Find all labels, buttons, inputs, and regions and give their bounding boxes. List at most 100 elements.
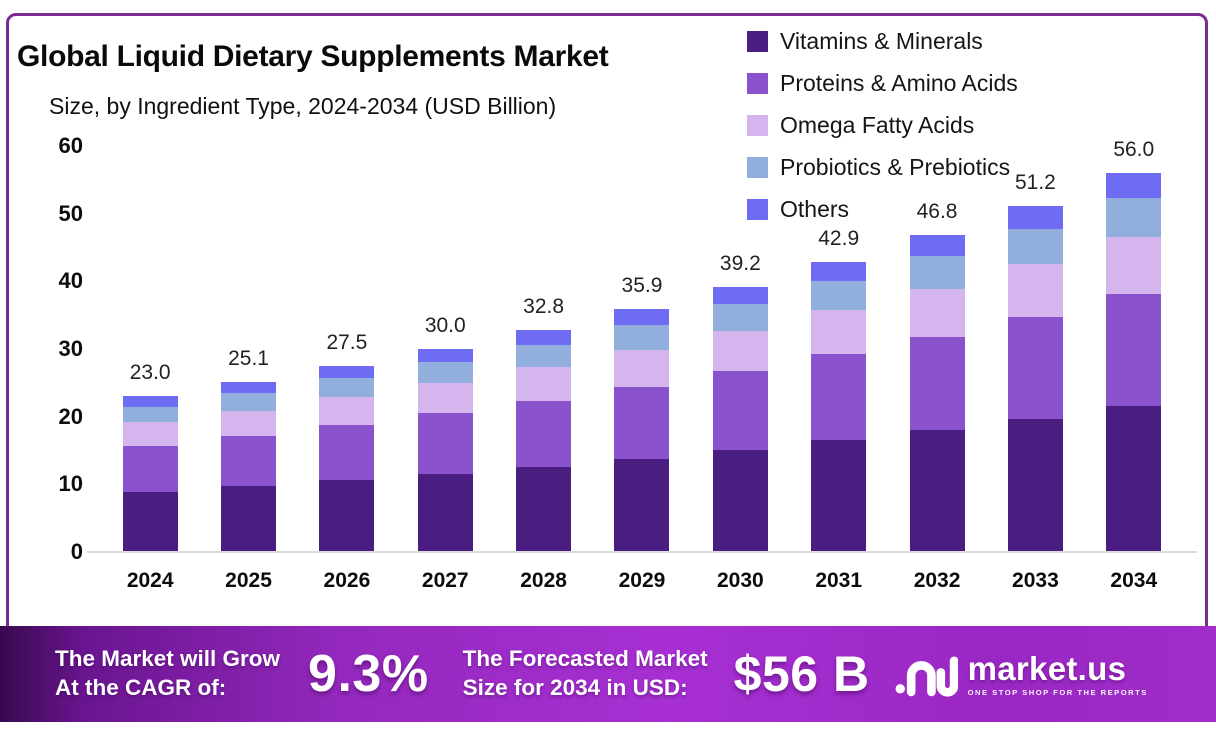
- bar-segment: [516, 401, 572, 467]
- bar-segment: [221, 486, 277, 552]
- stacked-bar-2025: [221, 382, 277, 552]
- bar-segment: [811, 440, 867, 552]
- footer-banner: The Market will Grow At the CAGR of: 9.3…: [0, 626, 1216, 722]
- bar-total-label: 30.0: [424, 314, 466, 338]
- bar-segment: [1007, 418, 1063, 552]
- stacked-bar-2024: [122, 396, 178, 552]
- bar-segment: [614, 325, 670, 351]
- x-tick-label: 2030: [716, 569, 764, 592]
- legend-label: Vitamins & Minerals: [780, 28, 983, 54]
- legend-swatch-icon: [747, 73, 768, 94]
- x-tick-label: 2032: [913, 569, 961, 592]
- bar-slot: 42.9: [790, 227, 888, 552]
- bar-segment: [319, 480, 375, 552]
- legend-swatch-icon: [747, 115, 768, 136]
- bar-slot: 32.8: [494, 295, 592, 552]
- brand-name: market.us: [967, 649, 1127, 687]
- bar-total-label: 32.8: [523, 295, 565, 319]
- bar-total-label: 23.0: [129, 361, 171, 385]
- bar-slot: 30.0: [396, 314, 494, 552]
- stacked-bar-2027: [417, 349, 473, 552]
- bar-segment: [1007, 316, 1063, 419]
- chart-card: Global Liquid Dietary Supplements Market…: [6, 13, 1208, 655]
- bar-slot: 25.1: [199, 347, 297, 552]
- y-tick-label: 10: [58, 471, 83, 497]
- y-tick-label: 20: [58, 403, 83, 429]
- bar-slot: 27.5: [298, 331, 396, 552]
- bar-slot: 56.0: [1085, 138, 1183, 552]
- cagr-value: 9.3%: [308, 645, 429, 703]
- bar-slot: 35.9: [593, 274, 691, 552]
- x-tick-label: 2024: [126, 569, 174, 592]
- x-tick-label: 2025: [225, 569, 272, 592]
- x-axis-line: [87, 551, 1197, 553]
- bar-segment: [1106, 405, 1162, 552]
- legend-item: Omega Fatty Acids: [747, 112, 1018, 139]
- bar-segment: [417, 361, 473, 383]
- bar-segment: [221, 410, 277, 437]
- forecast-label: The Forecasted Market Size for 2034 in U…: [462, 646, 708, 700]
- y-axis: 0 10 20 30 40 50 60: [21, 133, 83, 564]
- y-tick-label: 40: [58, 268, 83, 294]
- legend-item: Vitamins & Minerals: [747, 28, 1018, 55]
- bar-segment: [516, 466, 572, 552]
- bar-segment: [909, 430, 965, 552]
- bar-segment: [417, 382, 473, 414]
- bar-segment: [516, 330, 572, 345]
- chart-legend: Vitamins & Minerals Proteins & Amino Acid…: [747, 28, 1018, 223]
- bar-segment: [712, 286, 768, 305]
- bar-segment: [122, 422, 178, 446]
- bar-segment: [614, 458, 670, 552]
- bar-segment: [614, 309, 670, 326]
- brand-logo: market.us ONE STOP SHOP FOR THE REPORTS: [894, 647, 1148, 701]
- y-tick-label: 50: [58, 200, 83, 226]
- legend-label: Omega Fatty Acids: [780, 112, 975, 138]
- legend-swatch-icon: [747, 31, 768, 52]
- bar-segment: [221, 393, 277, 411]
- cagr-label: The Market will Grow At the CAGR of:: [55, 646, 281, 700]
- legend-swatch-icon: [747, 157, 768, 178]
- y-tick-label: 30: [58, 336, 83, 361]
- x-axis-labels: 2024 2025 2026 2027 2028 2029 2030 2031 2032 2033…: [101, 569, 1183, 593]
- bar-slot: 23.0: [101, 361, 199, 552]
- x-tick-label: 2033: [1012, 569, 1059, 592]
- x-tick-label: 2031: [815, 569, 863, 592]
- bar-segment: [811, 310, 867, 355]
- legend-swatch-icon: [747, 199, 768, 220]
- bar-segment: [614, 350, 670, 387]
- bar-segment: [1106, 294, 1162, 406]
- bar-segment: [122, 491, 178, 552]
- bar-slot: 46.8: [888, 200, 986, 552]
- stacked-bar-2029: [614, 309, 670, 552]
- page-title: Global Liquid Dietary Supplements Market: [17, 40, 609, 73]
- stacked-bar-2034: [1106, 173, 1162, 552]
- bar-segment: [417, 413, 473, 474]
- bar-total-label: 46.8: [916, 200, 958, 224]
- stacked-bar-2031: [811, 261, 867, 552]
- stacked-bar-2026: [319, 365, 375, 552]
- bar-slot: 51.2: [986, 171, 1084, 552]
- bar-segment: [319, 425, 375, 481]
- bar-segment: [417, 473, 473, 552]
- bar-segment: [221, 382, 277, 394]
- bar-segment: [516, 344, 572, 368]
- bar-segment: [909, 288, 965, 337]
- x-tick-label: 2034: [1110, 569, 1158, 592]
- y-tick-label: 60: [58, 133, 83, 158]
- bar-segment: [1106, 173, 1162, 199]
- stacked-bar-2032: [909, 235, 965, 552]
- bar-segment: [712, 449, 768, 552]
- bar-total-label: 25.1: [228, 347, 269, 371]
- bar-segment: [319, 365, 375, 379]
- bars-container: 23.0 25.1 27.5 30.0 32.8 35.9 39.2 42.9 46.8 51.2…: [101, 138, 1183, 552]
- bar-segment: [712, 304, 768, 332]
- bar-segment: [811, 354, 867, 441]
- bar-segment: [417, 349, 473, 362]
- bar-segment: [811, 261, 867, 281]
- bar-segment: [1106, 198, 1162, 237]
- bar-segment: [909, 336, 965, 431]
- bar-segment: [1007, 205, 1063, 230]
- bar-segment: [614, 386, 670, 459]
- bar-segment: [1106, 236, 1162, 295]
- bar-total-label: 51.2: [1014, 170, 1056, 194]
